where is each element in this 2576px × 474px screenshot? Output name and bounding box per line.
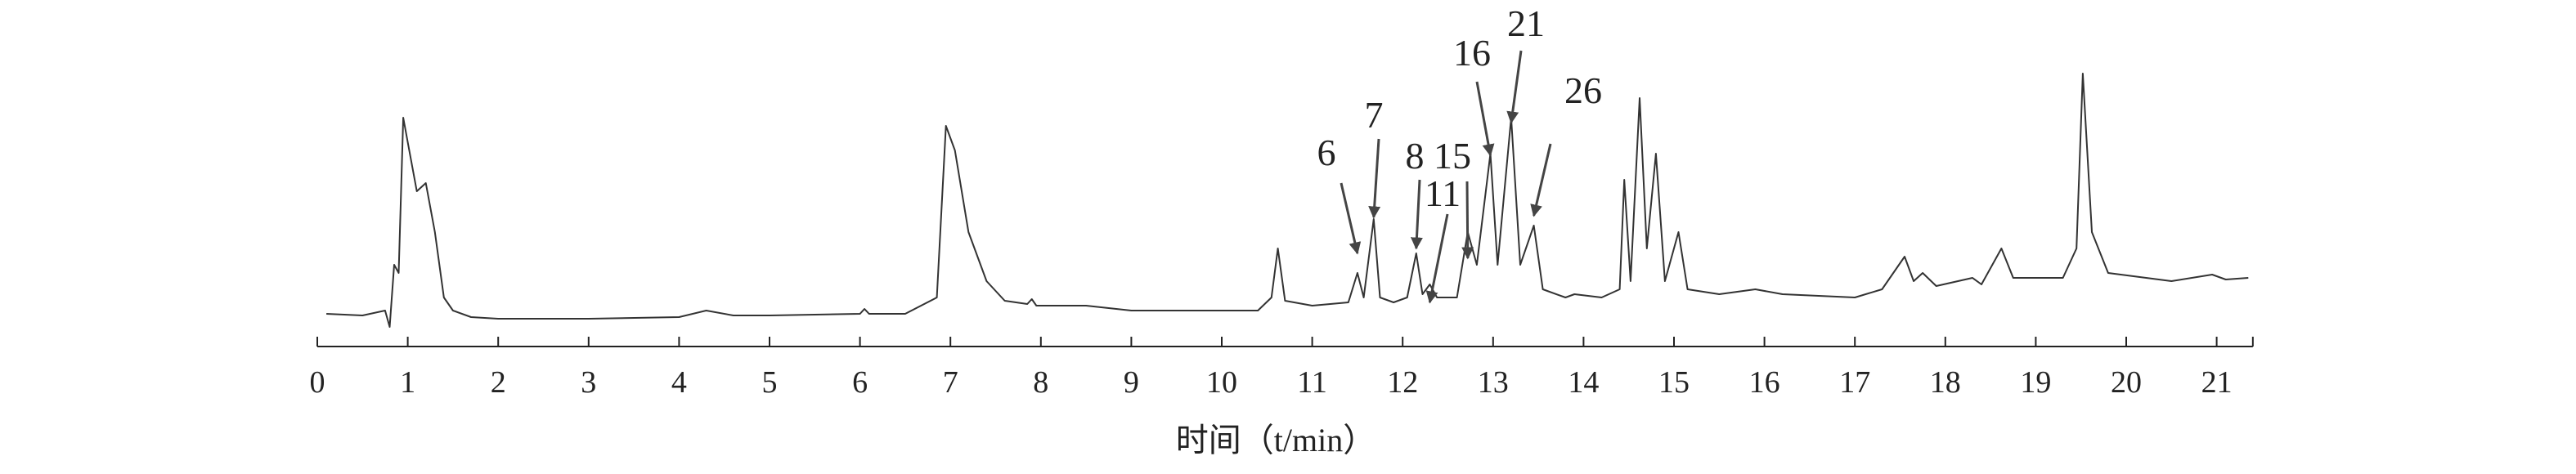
peak-label: 11 xyxy=(1425,172,1461,214)
x-tick-label: 18 xyxy=(1930,365,1961,400)
x-tick-label: 16 xyxy=(1749,365,1780,400)
x-tick-label: 3 xyxy=(581,365,596,400)
peak-arrow xyxy=(1506,50,1523,124)
x-tick-label: 15 xyxy=(1658,365,1690,400)
peak-arrow xyxy=(1410,179,1423,250)
x-tick-label: 17 xyxy=(1839,365,1870,400)
x-axis-label: 时间（t/min） xyxy=(1176,422,1376,458)
x-tick-label: 7 xyxy=(943,365,958,400)
x-tick-label: 6 xyxy=(852,365,868,400)
x-tick-label: 0 xyxy=(310,365,325,400)
x-tick-label: 8 xyxy=(1033,365,1048,400)
peak-label: 8 xyxy=(1406,135,1425,177)
peak-arrow xyxy=(1368,138,1381,219)
x-tick-label: 2 xyxy=(491,365,506,400)
peak-arrow xyxy=(1461,181,1474,260)
x-tick-label: 5 xyxy=(762,365,778,400)
x-tick-label: 10 xyxy=(1206,365,1237,400)
peak-arrow xyxy=(1530,143,1552,217)
x-tick-label: 4 xyxy=(671,365,687,400)
x-tick-label: 19 xyxy=(2020,365,2051,400)
x-tick-label: 20 xyxy=(2111,365,2142,400)
peak-label: 7 xyxy=(1365,94,1384,136)
x-tick-label: 14 xyxy=(1568,365,1599,400)
x-tick-label: 13 xyxy=(1478,365,1509,400)
x-tick-label: 12 xyxy=(1387,365,1418,400)
peak-arrow xyxy=(1340,182,1362,255)
peak-label: 16 xyxy=(1453,32,1491,74)
peak-label: 6 xyxy=(1317,132,1336,173)
peak-arrow xyxy=(1425,213,1449,304)
x-tick-label: 1 xyxy=(400,365,415,400)
peak-arrow xyxy=(1475,81,1495,157)
x-tick-label: 9 xyxy=(1124,365,1139,400)
peak-label: 26 xyxy=(1564,69,1602,111)
peak-label: 15 xyxy=(1434,135,1471,177)
chromatogram-line xyxy=(326,73,2249,328)
x-tick-label: 11 xyxy=(1297,365,1327,400)
peak-label: 21 xyxy=(1507,2,1545,44)
x-tick-label: 21 xyxy=(2201,365,2233,400)
